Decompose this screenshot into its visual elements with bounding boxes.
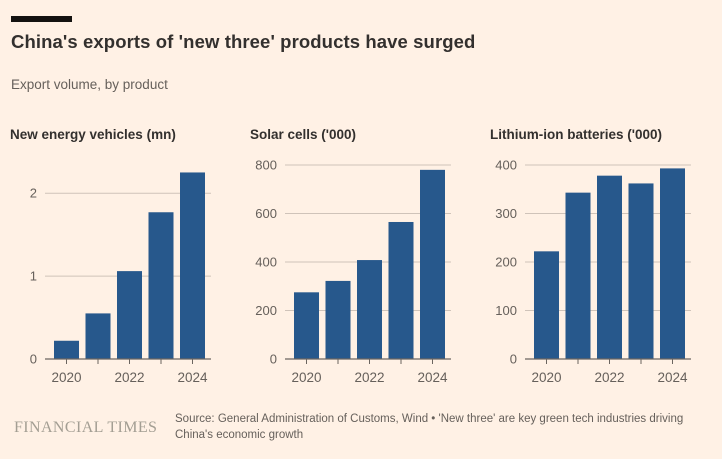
bar-2022	[597, 175, 622, 359]
bar-2020	[54, 340, 79, 359]
source-note: Source: General Administration of Custom…	[175, 412, 683, 443]
y-tick-label: 0	[30, 352, 37, 367]
x-tick-label: 2024	[657, 370, 688, 385]
x-tick-label: 2022	[594, 370, 624, 385]
page-subtitle: Export volume, by product	[11, 77, 168, 92]
x-tick-label: 2020	[531, 370, 561, 385]
x-tick-label: 2024	[177, 370, 208, 385]
y-tick-label: 0	[270, 352, 277, 367]
bar-2020	[294, 292, 319, 359]
y-tick-label: 400	[495, 158, 517, 173]
y-tick-label: 0	[510, 352, 517, 367]
bar-2023	[628, 183, 654, 359]
chart-panel-solar-cells: Solar cells ('000) 0 200 400 600 800 2020 2022…	[250, 127, 472, 390]
bar-2022	[117, 271, 142, 359]
chart-panel-new-energy-vehicles: New energy vehicles (mn) 0 1 2 2020 2022 2024	[10, 127, 232, 390]
footer: FINANCIAL TIMES Source: General Administ…	[14, 412, 683, 443]
y-tick-label: 1	[30, 269, 37, 284]
bar-2021	[85, 313, 111, 359]
bar-2021	[565, 192, 591, 359]
page-title: China's exports of 'new three' products …	[11, 31, 476, 52]
bar-chart-lithium-ion-batteries: 0 100 200 300 400 2020 2022 2024	[495, 158, 691, 385]
y-tick-label: 200	[255, 303, 277, 318]
y-tick-label: 600	[255, 206, 277, 221]
bar-2024	[660, 168, 685, 359]
bar-2024	[180, 172, 205, 359]
brand-bar	[11, 16, 72, 22]
x-tick-label: 2024	[417, 370, 448, 385]
y-tick-label: 100	[495, 303, 517, 318]
y-tick-label: 300	[495, 206, 517, 221]
panel-title: Solar cells ('000)	[250, 127, 357, 142]
x-tick-label: 2022	[114, 370, 144, 385]
bar-2021	[325, 280, 351, 359]
x-tick-label: 2022	[354, 370, 384, 385]
chart-row: New energy vehicles (mn) 0 1 2 2020 2022 2024…	[10, 127, 712, 390]
x-tick-label: 2020	[51, 370, 81, 385]
bar-2023	[388, 221, 414, 359]
y-tick-label: 200	[495, 255, 517, 270]
bar-chart-new-energy-vehicles: 0 1 2 2020 2022 2024	[30, 172, 211, 385]
y-tick-label: 800	[255, 158, 277, 173]
financial-times-logo: FINANCIAL TIMES	[14, 419, 158, 436]
bar-2020	[534, 251, 559, 359]
bar-2024	[420, 169, 445, 359]
bar-2022	[357, 260, 382, 359]
y-tick-label: 400	[255, 255, 277, 270]
source-line-2: China's economic growth	[175, 428, 304, 441]
chart-panel-lithium-ion-batteries: Lithium-ion batteries ('000) 0 100 200 300 4…	[490, 127, 712, 390]
y-tick-label: 2	[30, 186, 37, 201]
panel-title: Lithium-ion batteries ('000)	[490, 127, 662, 142]
panel-title: New energy vehicles (mn)	[10, 127, 176, 142]
x-tick-label: 2020	[291, 370, 321, 385]
bar-chart-solar-cells: 0 200 400 600 800 2020 2022 2024	[255, 158, 451, 385]
bar-2023	[148, 212, 174, 359]
source-line-1: Source: General Administration of Custom…	[175, 413, 684, 425]
